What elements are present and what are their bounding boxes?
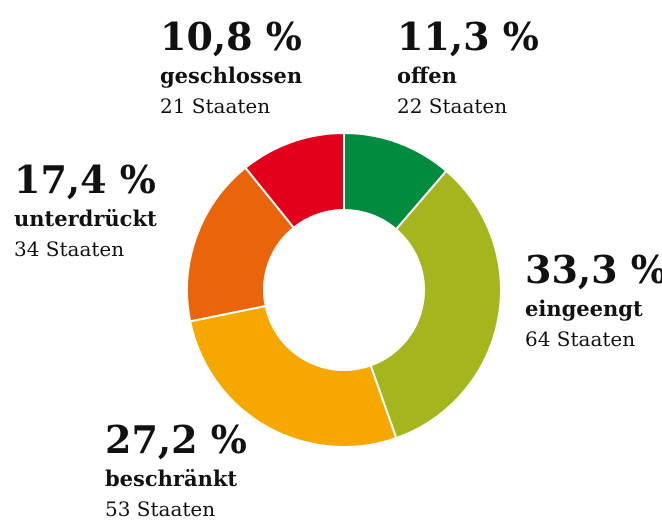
count-label: 53 Staaten bbox=[105, 497, 215, 521]
category-label: beschränkt bbox=[105, 466, 237, 491]
percent-label: 33,3 % bbox=[525, 247, 662, 292]
donut-segment bbox=[186, 166, 296, 323]
category-label: unterdrückt bbox=[14, 206, 157, 231]
donut-segment bbox=[244, 131, 345, 230]
percent-label: 17,4 % bbox=[14, 157, 156, 202]
count-label: 34 Staaten bbox=[14, 237, 124, 261]
category-label: eingeengt bbox=[525, 296, 643, 321]
count-label: 22 Staaten bbox=[397, 94, 507, 118]
category-label: geschlossen bbox=[160, 63, 302, 88]
percent-label: 27,2 % bbox=[105, 417, 247, 462]
percent-label: 10,8 % bbox=[160, 14, 302, 59]
donut-segment bbox=[369, 169, 502, 440]
count-label: 21 Staaten bbox=[160, 94, 270, 118]
category-label: offen bbox=[397, 63, 457, 88]
percent-label: 11,3 % bbox=[397, 14, 539, 59]
donut-segment bbox=[188, 304, 398, 448]
count-label: 64 Staaten bbox=[525, 327, 635, 351]
